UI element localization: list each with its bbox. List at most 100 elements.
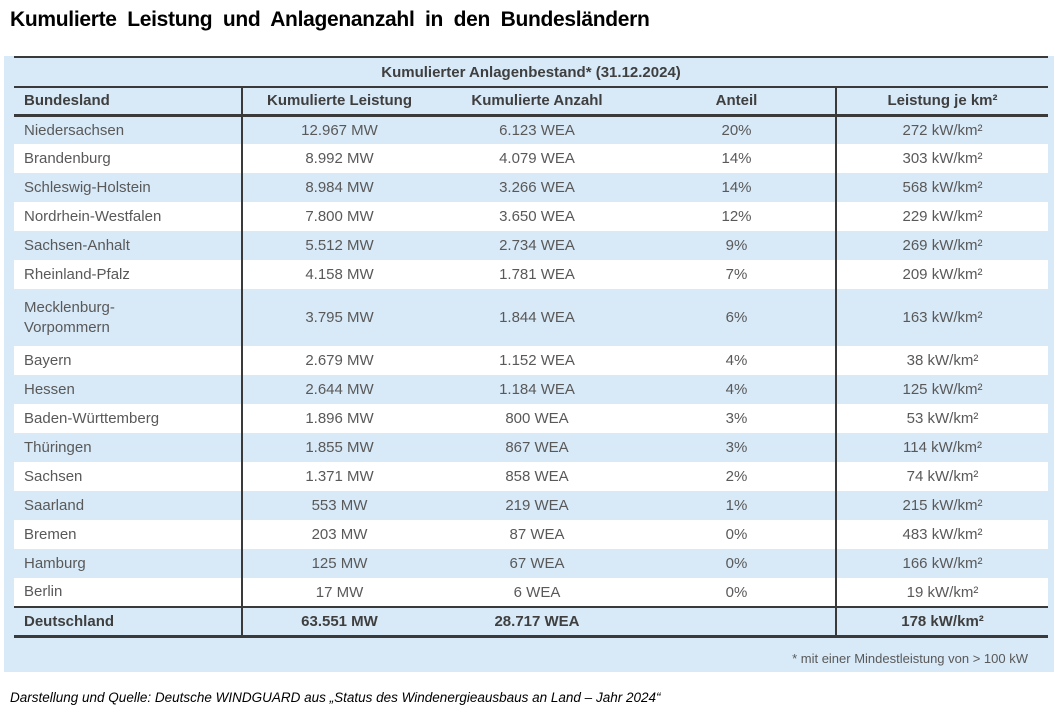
- cell-anteil: 7%: [725, 266, 748, 283]
- cell-leistung: 125 MW: [241, 549, 436, 578]
- cell-leistung_km2: 125 kW/km²: [834, 375, 1049, 404]
- table-row: Schleswig-Holstein 8.984 MW 3.266 WEA 14% 56…: [14, 173, 1049, 202]
- cell-state: Bremen: [24, 525, 77, 543]
- cell-anteil: 4%: [725, 381, 748, 398]
- cell-anzahl: 6.123 WEA: [499, 121, 575, 139]
- cell-state: Schleswig-Holstein: [24, 178, 151, 196]
- cell-leistung_km2: 215 kW/km²: [834, 491, 1049, 520]
- cell-leistung: 8.984 MW: [241, 173, 436, 202]
- cell-leistung: 4.158 MW: [241, 260, 436, 289]
- table-footnote: * mit einer Mindestleistung von > 100 kW: [792, 651, 1028, 666]
- table-row: Thüringen 1.855 MW 867 WEA 3% 114 kW/km²: [14, 433, 1049, 462]
- column-header-leistung-je-km2: Leistung je km²: [834, 87, 1049, 117]
- cell-anteil: 12%: [721, 208, 752, 225]
- table-row: Brandenburg 8.992 MW 4.079 WEA 14% 303 kW/km…: [14, 144, 1049, 173]
- cell-anteil: 9%: [725, 237, 748, 254]
- anlagenbestand-table: Kumulierter Anlagenbestand* (31.12.2024)…: [14, 56, 1049, 638]
- cell-leistung: 1.855 MW: [241, 433, 436, 462]
- cell-anzahl: 2.734 WEA: [499, 237, 575, 254]
- cell-anteil: 3%: [725, 439, 748, 456]
- table-row: Sachsen 1.371 MW 858 WEA 2% 74 kW/km²: [14, 462, 1049, 491]
- column-header-bundesland: Bundesland: [14, 87, 242, 117]
- column-header-kumulierte-leistung: Kumulierte Leistung: [241, 87, 436, 117]
- cell-leistung_km2: 38 kW/km²: [834, 346, 1049, 375]
- cell-state: Mecklenburg- Vorpommern: [24, 299, 115, 336]
- cell-anteil: 1%: [725, 497, 748, 514]
- cell-anzahl: 1.844 WEA: [499, 309, 575, 326]
- cell-anteil: 0%: [725, 526, 748, 543]
- table-row: Hessen 2.644 MW 1.184 WEA 4% 125 kW/km²: [14, 375, 1049, 404]
- table-row: Nordrhein-Westfalen 7.800 MW 3.650 WEA 12% 2…: [14, 202, 1049, 231]
- cell-leistung: 3.795 MW: [241, 289, 436, 346]
- table-row: Berlin 17 MW 6 WEA 0% 19 kW/km²: [14, 578, 1049, 607]
- cell-leistung_km2: 19 kW/km²: [834, 578, 1049, 607]
- cell-leistung_km2: 163 kW/km²: [834, 289, 1049, 346]
- cell-state: Baden-Württemberg: [24, 409, 160, 427]
- cell-anzahl: 867 WEA: [505, 439, 569, 456]
- cell-state: Hamburg: [24, 554, 86, 572]
- cell-state: Rheinland-Pfalz: [24, 265, 130, 283]
- cell-anzahl: 3.650 WEA: [499, 208, 575, 225]
- page-title: Kumulierte Leistung und Anlagenanzahl in…: [10, 8, 650, 31]
- cell-leistung: 12.967 MW: [241, 115, 436, 144]
- cell-leistung_km2: 74 kW/km²: [834, 462, 1049, 491]
- table-row: Sachsen-Anhalt 5.512 MW 2.734 WEA 9% 269 kW/…: [14, 231, 1049, 260]
- cell-state: Nordrhein-Westfalen: [24, 207, 162, 225]
- cell-state: Sachsen-Anhalt: [24, 236, 130, 254]
- cell-state: Berlin: [24, 583, 63, 601]
- cell-leistung: 8.992 MW: [241, 144, 436, 173]
- column-header-anteil: Anteil: [638, 87, 836, 117]
- cell-state: Sachsen: [24, 467, 83, 485]
- cell-state: Brandenburg: [24, 149, 111, 167]
- cell-leistung_km2: 229 kW/km²: [834, 202, 1049, 231]
- cell-anzahl: 4.079 WEA: [499, 150, 575, 167]
- cell-anteil: 14%: [721, 179, 752, 196]
- cell-leistung_km2: 483 kW/km²: [834, 520, 1049, 549]
- table-row: Niedersachsen 12.967 MW 6.123 WEA 20% 272 kW…: [14, 115, 1049, 144]
- cell-leistung: 1.371 MW: [241, 462, 436, 491]
- cell-anteil: 6%: [725, 309, 748, 326]
- table-span-header-row: Kumulierter Anlagenbestand* (31.12.2024): [14, 56, 1049, 88]
- cell-anzahl: 87 WEA: [509, 526, 565, 543]
- table-span-header: Kumulierter Anlagenbestand* (31.12.2024): [14, 56, 1049, 88]
- cell-leistung: 17 MW: [241, 578, 436, 607]
- total-row: Deutschland 63.551 MW 28.717 WEA 178 kW/…: [14, 606, 1049, 638]
- table-panel: Kumulierter Anlagenbestand* (31.12.2024)…: [4, 56, 1054, 672]
- column-header-kumulierte-anzahl: Kumulierte Anzahl: [436, 87, 638, 117]
- source-caption: Darstellung und Quelle: Deutsche WINDGUA…: [10, 690, 661, 705]
- cell-leistung_km2: 272 kW/km²: [834, 115, 1049, 144]
- table-row: Saarland 553 MW 219 WEA 1% 215 kW/km²: [14, 491, 1049, 520]
- cell-leistung: 2.644 MW: [241, 375, 436, 404]
- cell-anzahl: 858 WEA: [505, 468, 569, 485]
- cell-anteil: 3%: [725, 410, 748, 427]
- cell-anzahl: 3.266 WEA: [499, 179, 575, 196]
- cell-leistung: 2.679 MW: [241, 346, 436, 375]
- cell-anteil: 14%: [721, 150, 752, 167]
- cell-leistung_km2: 166 kW/km²: [834, 549, 1049, 578]
- total-anteil: [638, 606, 836, 638]
- cell-leistung_km2: 568 kW/km²: [834, 173, 1049, 202]
- cell-leistung: 1.896 MW: [241, 404, 436, 433]
- cell-anzahl: 1.781 WEA: [499, 266, 575, 283]
- cell-leistung_km2: 114 kW/km²: [834, 433, 1049, 462]
- cell-anzahl: 219 WEA: [505, 497, 569, 514]
- cell-anzahl: 6 WEA: [513, 583, 561, 601]
- table-row: Bayern 2.679 MW 1.152 WEA 4% 38 kW/km²: [14, 346, 1049, 375]
- total-anzahl: 28.717 WEA: [436, 606, 638, 638]
- cell-anteil: 0%: [725, 555, 748, 572]
- cell-leistung: 7.800 MW: [241, 202, 436, 231]
- cell-state: Saarland: [24, 496, 85, 514]
- cell-leistung_km2: 303 kW/km²: [834, 144, 1049, 173]
- cell-leistung_km2: 269 kW/km²: [834, 231, 1049, 260]
- cell-leistung_km2: 53 kW/km²: [834, 404, 1049, 433]
- cell-leistung: 553 MW: [241, 491, 436, 520]
- cell-anzahl: 800 WEA: [505, 410, 569, 427]
- table-row: Hamburg 125 MW 67 WEA 0% 166 kW/km²: [14, 549, 1049, 578]
- table-row: Baden-Württemberg 1.896 MW 800 WEA 3% 53 kW/…: [14, 404, 1049, 433]
- table-row: Bremen 203 MW 87 WEA 0% 483 kW/km²: [14, 520, 1049, 549]
- cell-leistung_km2: 209 kW/km²: [834, 260, 1049, 289]
- cell-leistung: 203 MW: [241, 520, 436, 549]
- cell-anzahl: 67 WEA: [509, 555, 565, 572]
- cell-state: Thüringen: [24, 438, 92, 456]
- table-column-header-row: Bundesland Kumulierte Leistung Kumuliert…: [14, 87, 1049, 117]
